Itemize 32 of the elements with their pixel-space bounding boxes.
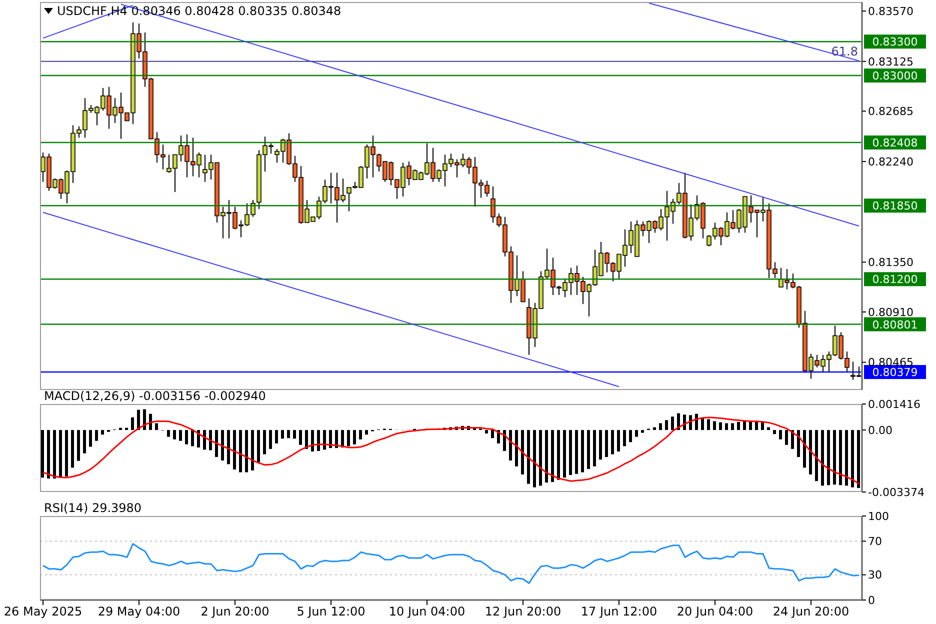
y-tick-label: 0.82240 [868, 155, 914, 168]
y-tick-label: 0 [868, 594, 875, 607]
y-tick-label: 30 [868, 568, 882, 582]
y-tick-label: 70 [868, 535, 882, 548]
y-tick-label: 0.80910 [868, 306, 914, 319]
y-tick-label: 100 [868, 510, 889, 523]
ref-line-label: 0.81850 [872, 200, 918, 213]
annotation: 61.8 [831, 44, 858, 58]
y-tick-label: -0.003374 [868, 486, 924, 499]
y-tick-label: 0.82685 [868, 105, 914, 118]
y-tick-label: 0.001416 [868, 398, 920, 411]
chart-title: MACD(12,26,9) -0.003156 -0.002940 [44, 389, 266, 403]
x-tick-label: 2 Jun 20:00 [200, 604, 270, 619]
x-tick-label: 12 Jun 20:00 [484, 604, 562, 619]
x-tick-label: 29 May 04:00 [98, 604, 180, 619]
y-tick-label: 0.83570 [868, 4, 914, 18]
x-tick-label: 24 Jun 20:00 [772, 604, 850, 619]
ref-line-label: 0.83000 [872, 70, 918, 83]
ref-line-label: 0.81200 [872, 273, 918, 286]
x-tick-label: 17 Jun 12:00 [580, 604, 658, 619]
y-tick-label: 0.83125 [868, 55, 914, 68]
ref-line-label: 0.80379 [872, 366, 918, 380]
x-tick-label: 5 Jun 12:00 [296, 604, 366, 619]
x-tick-label: 26 May 2025 [4, 604, 82, 619]
ref-line-label: 0.82408 [872, 136, 918, 150]
ref-line-label: 0.80801 [872, 318, 918, 332]
ref-line-label: 0.83300 [872, 36, 918, 49]
x-tick-label: 10 Jun 04:00 [388, 604, 466, 619]
chart-title: RSI(14) 29.3980 [44, 501, 142, 515]
x-tick-label: 20 Jun 04:00 [676, 604, 754, 619]
y-tick-label: 0.00 [868, 424, 892, 437]
y-tick-label: 0.81350 [868, 256, 914, 270]
